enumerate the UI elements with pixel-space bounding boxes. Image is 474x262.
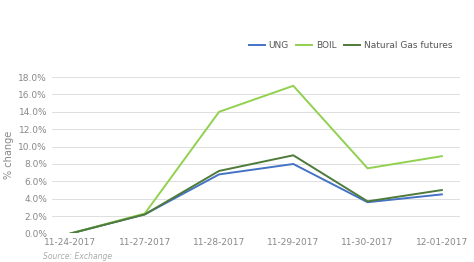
UNG	[291, 162, 296, 166]
BOIL	[291, 84, 296, 87]
Line: Natural Gas futures: Natural Gas futures	[71, 155, 442, 233]
Natural Gas futures	[142, 213, 147, 216]
BOIL	[142, 212, 147, 215]
BOIL	[68, 232, 73, 235]
Natural Gas futures	[439, 188, 445, 192]
BOIL	[365, 167, 370, 170]
BOIL	[216, 110, 222, 113]
UNG	[365, 201, 370, 204]
Natural Gas futures	[365, 200, 370, 203]
Natural Gas futures	[216, 169, 222, 172]
Natural Gas futures	[68, 232, 73, 235]
Line: UNG: UNG	[71, 164, 442, 233]
Natural Gas futures	[291, 154, 296, 157]
Y-axis label: % change: % change	[4, 131, 14, 179]
Line: BOIL: BOIL	[71, 86, 442, 233]
UNG	[216, 173, 222, 176]
Text: Source: Exchange: Source: Exchange	[43, 252, 112, 261]
Legend: UNG, BOIL, Natural Gas futures: UNG, BOIL, Natural Gas futures	[245, 38, 456, 54]
BOIL	[439, 155, 445, 158]
UNG	[142, 213, 147, 216]
UNG	[439, 193, 445, 196]
UNG	[68, 232, 73, 235]
